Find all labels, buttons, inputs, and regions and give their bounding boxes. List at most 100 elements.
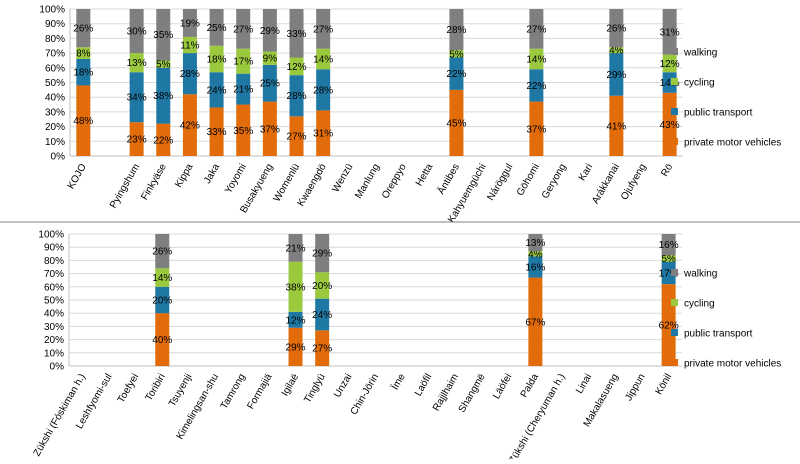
x-tick-label: Tamrong — [219, 372, 248, 411]
data-label: 23% — [127, 135, 147, 146]
data-label: 38% — [153, 91, 173, 102]
bar-segment-private-motor-vehicles — [155, 313, 170, 366]
x-tick-label: Oreppyo — [380, 162, 409, 201]
data-label: 14% — [313, 54, 333, 65]
data-label: 28% — [446, 25, 466, 36]
x-tick-label: KOJO — [66, 162, 89, 191]
x-tick-label: Geryong — [540, 162, 569, 201]
x-tick-label: Formajiä — [245, 372, 274, 412]
data-label: 33% — [287, 29, 307, 40]
x-tick-label: Igilaë — [280, 372, 302, 399]
y-tick-label: 0% — [51, 152, 66, 163]
data-label: 31% — [660, 27, 680, 38]
data-label: 14% — [152, 273, 172, 284]
y-tick-label: 30% — [45, 107, 65, 118]
bar-segment-cycling — [155, 268, 170, 287]
data-label: 12% — [286, 315, 306, 326]
data-label: 8% — [76, 49, 91, 60]
bar-segment-public-transport — [129, 72, 144, 123]
x-tick-label: Ojufyeng — [619, 162, 649, 202]
bar-segment-public-transport — [262, 64, 277, 102]
legend-swatch — [671, 48, 678, 55]
y-tick-label: 0% — [50, 362, 65, 373]
data-label: 16% — [659, 240, 679, 251]
bar-segment-cycling — [316, 48, 331, 70]
y-tick-label: 90% — [44, 243, 64, 254]
bar-segment-walking — [76, 9, 91, 48]
bar-segment-private-motor-vehicles — [528, 277, 543, 366]
x-tick-label: Arákkanai — [590, 162, 622, 206]
data-label: 31% — [313, 129, 333, 140]
y-tick-label: 10% — [44, 348, 64, 359]
data-label: 24% — [207, 85, 227, 96]
data-label: 9% — [263, 54, 278, 65]
bar-segment-walking — [236, 9, 251, 49]
legend-label: public transport — [684, 108, 753, 119]
data-label: 5% — [449, 49, 464, 60]
data-label: 11% — [180, 41, 199, 52]
bar-segment-walking — [661, 234, 676, 256]
y-tick-label: 60% — [44, 282, 64, 293]
legend-label: private motor vehicles — [684, 359, 781, 370]
data-label: 19% — [180, 18, 200, 29]
x-tick-label: Kippa — [173, 162, 196, 190]
x-tick-label: Finkyäse — [139, 162, 169, 203]
chart-panel-1: 0% 10% 20% 30% 40% 50% 60% 70% 80% 90% 100% 48% 18% 8… — [39, 5, 781, 225]
data-label: 14% — [526, 54, 546, 65]
bar-segment-walking — [182, 9, 197, 37]
legend-label: private motor vehicles — [684, 138, 781, 149]
bar-segment-private-motor-vehicles — [262, 101, 277, 156]
bar-segment-public-transport — [156, 67, 171, 124]
bar-segment-private-motor-vehicles — [156, 123, 171, 156]
x-tick-label: Göhomi — [515, 162, 542, 198]
bar-segment-cycling — [288, 261, 303, 312]
data-label: 12% — [287, 62, 307, 73]
data-label: 4% — [609, 46, 624, 57]
x-tick-label: Äntibes — [435, 162, 462, 197]
bar-segment-private-motor-vehicles — [316, 110, 331, 156]
y-tick-label: 50% — [44, 296, 64, 307]
bar-segment-private-motor-vehicles — [129, 122, 144, 156]
bar-segment-walking — [209, 9, 224, 46]
data-label: 5% — [661, 254, 676, 265]
data-label: 25% — [260, 79, 280, 90]
bar-segment-public-transport — [529, 69, 544, 102]
data-label: 29% — [260, 26, 280, 37]
bar-segment-public-transport — [609, 53, 624, 96]
data-label: 21% — [286, 243, 306, 254]
bar-segment-public-transport — [528, 256, 543, 278]
x-tick-label: Tsuyenji — [167, 372, 195, 409]
x-tick-label: Linai — [574, 372, 594, 396]
bar-segment-public-transport — [288, 311, 303, 328]
bar-segment-private-motor-vehicles — [529, 101, 544, 156]
data-label: 17% — [659, 268, 679, 279]
bar-segment-public-transport — [661, 261, 676, 285]
legend-swatch — [671, 329, 678, 336]
bar-segment-walking — [288, 234, 303, 262]
legend-label: walking — [683, 269, 717, 280]
x-tick-label: Manlung — [353, 162, 382, 201]
bar-segment-public-transport — [182, 53, 197, 95]
x-tick-label: Hetta — [414, 162, 436, 189]
y-tick-label: 40% — [45, 93, 65, 104]
bar-segment-private-motor-vehicles — [182, 94, 197, 156]
data-label: 22% — [526, 81, 546, 92]
bar-segment-cycling — [289, 57, 304, 76]
x-tick-label: Toefyei — [116, 372, 141, 405]
data-label: 25% — [207, 23, 227, 34]
legend: walking cycling public transport private mo… — [671, 48, 781, 149]
bar-segment-private-motor-vehicles — [209, 107, 224, 156]
data-label: 45% — [446, 118, 466, 129]
legend-label: cycling — [684, 299, 715, 310]
legend-swatch — [671, 138, 678, 145]
bar-segment-walking — [262, 9, 277, 52]
data-label: 62% — [659, 321, 679, 332]
bar-segment-cycling — [449, 50, 464, 58]
bar-segment-cycling — [156, 60, 171, 68]
y-tick-label: 70% — [45, 49, 65, 60]
data-label: 18% — [73, 68, 93, 79]
bar-segment-walking — [129, 9, 144, 54]
y-tick-label: 60% — [45, 63, 65, 74]
y-tick-label: 20% — [44, 335, 64, 346]
x-tick-label: Shangmë — [457, 372, 488, 415]
